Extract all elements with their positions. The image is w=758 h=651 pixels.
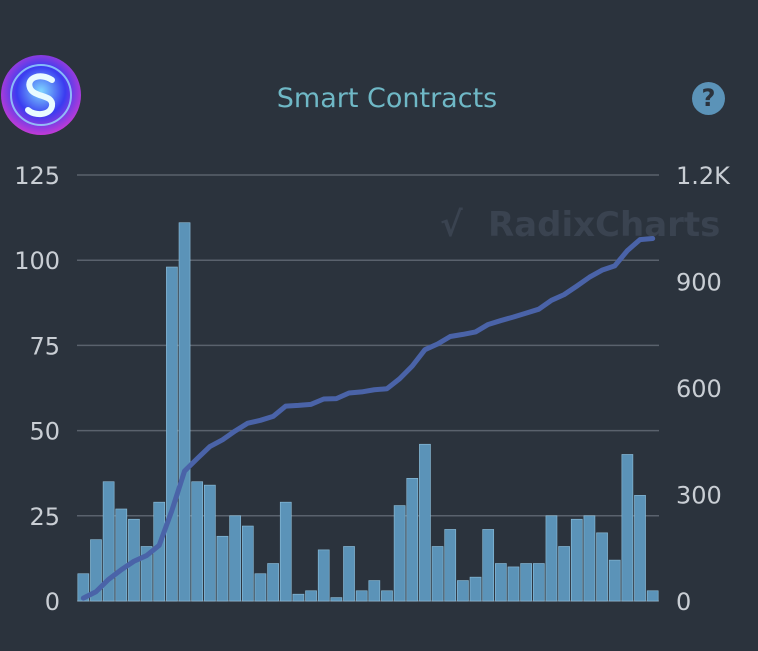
left-tick-label: 0 (45, 588, 60, 616)
bar (431, 546, 444, 602)
right-tick-label: 1.2K (676, 162, 731, 190)
bar (469, 576, 482, 602)
help-icon[interactable]: ? (692, 82, 725, 115)
bar (634, 495, 646, 602)
bar (355, 590, 368, 602)
bar (204, 484, 216, 602)
bar (317, 549, 330, 602)
bar (381, 590, 393, 602)
bar (608, 559, 621, 602)
left-tick-label: 75 (29, 332, 60, 360)
bar (77, 573, 90, 602)
bar (254, 573, 267, 602)
bar (646, 590, 659, 602)
bar (241, 525, 254, 602)
bar (596, 532, 608, 602)
bar (457, 580, 469, 602)
bar (520, 563, 532, 602)
bar (532, 563, 545, 602)
right-tick-label: 600 (676, 375, 722, 403)
bar (621, 454, 634, 602)
right-tick-label: 900 (676, 269, 722, 297)
cumulative-line (80, 236, 656, 601)
left-tick-label: 50 (29, 418, 60, 446)
bar (140, 546, 153, 602)
bar (545, 515, 558, 602)
chart-title: Smart Contracts (276, 83, 498, 114)
bar (583, 515, 596, 602)
watermark-symbol: √ (440, 205, 463, 245)
right-tick-label: 300 (676, 482, 722, 510)
bar (229, 515, 241, 602)
bar (393, 505, 406, 602)
bar (495, 563, 507, 602)
bar (191, 481, 204, 602)
bar (368, 580, 381, 602)
bar (102, 481, 115, 602)
bar (482, 529, 495, 602)
bar (90, 539, 102, 602)
logo-icon (1, 55, 81, 135)
bar (178, 222, 191, 602)
left-tick-label: 100 (14, 247, 60, 275)
bar (166, 266, 178, 602)
bar (406, 478, 419, 602)
bar (444, 529, 457, 602)
bar (115, 508, 128, 602)
bar (570, 518, 583, 602)
left-tick-label: 125 (14, 162, 60, 190)
bar (279, 501, 292, 602)
watermark-text: RadixCharts (488, 205, 720, 245)
bar (292, 593, 305, 602)
left-tick-label: 25 (29, 503, 60, 531)
bar (343, 546, 355, 602)
right-tick-label: 0 (676, 588, 691, 616)
bar (507, 566, 520, 602)
bar (267, 563, 279, 602)
bar (419, 443, 431, 602)
bar (330, 597, 343, 602)
bar (216, 535, 229, 602)
bar (305, 590, 317, 602)
bar (558, 546, 570, 602)
